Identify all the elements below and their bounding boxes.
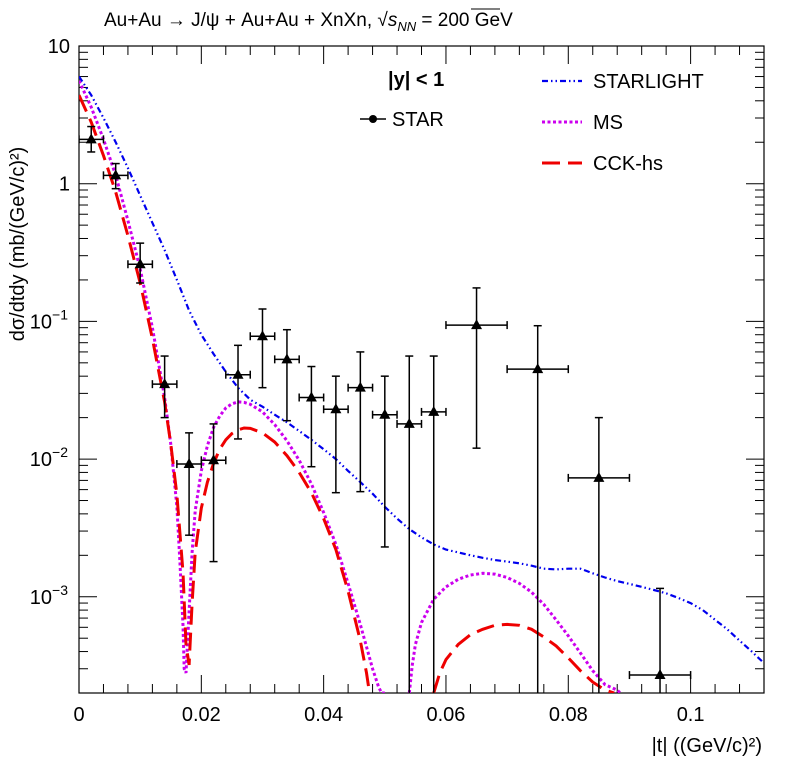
legend-entry-cck: CCK-hs bbox=[542, 153, 663, 175]
rapidity-label: |y| < 1 bbox=[388, 69, 444, 91]
y-tick-label: 10−2 bbox=[30, 444, 68, 471]
x-tick-label: 0.04 bbox=[304, 704, 343, 726]
legend-entry-star: STAR bbox=[360, 109, 444, 131]
star-data-point bbox=[134, 258, 146, 269]
legend: STAR STARLIGHT MS CCK-hs bbox=[360, 71, 704, 175]
legend-star-label: STAR bbox=[392, 109, 444, 131]
series-starlight-curve bbox=[79, 75, 764, 664]
x-tick-label: 0.02 bbox=[182, 704, 221, 726]
y-tick-label: 10−1 bbox=[30, 306, 68, 333]
x-axis-title: |t| ((GeV/c)²) bbox=[652, 735, 762, 757]
y-tick-label: 1 bbox=[59, 174, 70, 196]
star-data-point bbox=[330, 403, 342, 414]
star-data-point bbox=[232, 368, 244, 379]
legend-entry-starlight: STARLIGHT bbox=[542, 71, 704, 93]
legend-ms-label: MS bbox=[593, 112, 623, 134]
legend-star-marker bbox=[369, 115, 377, 123]
x-tick-label: 0.08 bbox=[549, 704, 588, 726]
star-data-point bbox=[110, 169, 122, 180]
star-data-point bbox=[256, 330, 268, 341]
y-axis-title: dσ/dtdy (mb/(GeV/c)²) bbox=[7, 147, 29, 342]
y-tick-label: 10 bbox=[48, 36, 70, 58]
star-data-point bbox=[532, 363, 544, 374]
series-cck-curve bbox=[79, 94, 615, 693]
axis-ticks bbox=[78, 45, 764, 694]
x-tick-label: 0 bbox=[73, 704, 84, 726]
legend-entry-ms: MS bbox=[542, 112, 623, 134]
star-data-point bbox=[403, 417, 415, 428]
star-data-point bbox=[85, 133, 97, 144]
star-data-point bbox=[379, 408, 391, 419]
series-star-points bbox=[79, 125, 692, 693]
y-tick-label: 10−3 bbox=[30, 582, 68, 609]
star-data-point bbox=[159, 378, 171, 389]
star-data-point bbox=[183, 458, 195, 469]
x-tick-label: 0.1 bbox=[677, 704, 705, 726]
legend-starlight-label: STARLIGHT bbox=[593, 71, 704, 93]
star-data-point bbox=[593, 471, 605, 482]
star-data-point bbox=[208, 454, 220, 465]
star-data-point bbox=[305, 391, 317, 402]
star-data-point bbox=[471, 319, 483, 330]
legend-cck-label: CCK-hs bbox=[593, 153, 663, 175]
star-data-point bbox=[354, 381, 366, 392]
star-data-point bbox=[654, 669, 666, 680]
x-tick-labels: 0 0.02 0.04 0.06 0.08 0.1 bbox=[73, 704, 704, 726]
x-tick-label: 0.06 bbox=[426, 704, 465, 726]
star-data-point bbox=[428, 405, 440, 416]
star-data-point bbox=[281, 353, 293, 364]
y-tick-labels: 10 1 10−1 10−2 10−3 bbox=[30, 36, 70, 609]
chart-title: Au+Au → J/ψ + Au+Au + XnXn, √sNN = 200 G… bbox=[104, 10, 513, 34]
